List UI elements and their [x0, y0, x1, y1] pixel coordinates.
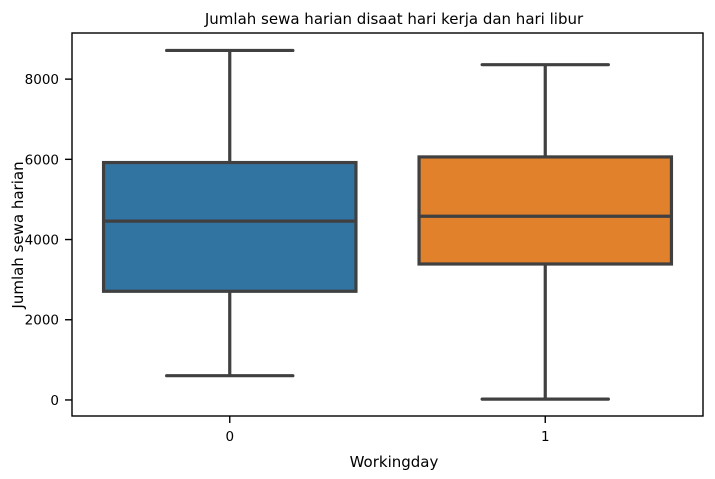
y-tick-label: 2000 — [25, 313, 59, 329]
y-tick-label: 6000 — [25, 152, 59, 168]
y-tick-label: 8000 — [25, 72, 59, 88]
box-1 — [417, 155, 674, 266]
box-0 — [101, 160, 358, 293]
axes-frame — [71, 32, 704, 417]
plot-area: 0 2000 4000 6000 8000 0 1 — [25, 32, 704, 445]
chart-title: Jumlah sewa harian disaat hari kerja dan… — [204, 10, 584, 28]
x-tick-label: 1 — [541, 429, 550, 445]
y-axis-label: Jumlah sewa harian — [9, 161, 27, 309]
x-tick-label: 0 — [225, 429, 234, 445]
y-tick-label: 0 — [50, 393, 59, 409]
x-axis-label: Workingday — [350, 453, 439, 471]
y-tick-label: 4000 — [25, 233, 59, 249]
